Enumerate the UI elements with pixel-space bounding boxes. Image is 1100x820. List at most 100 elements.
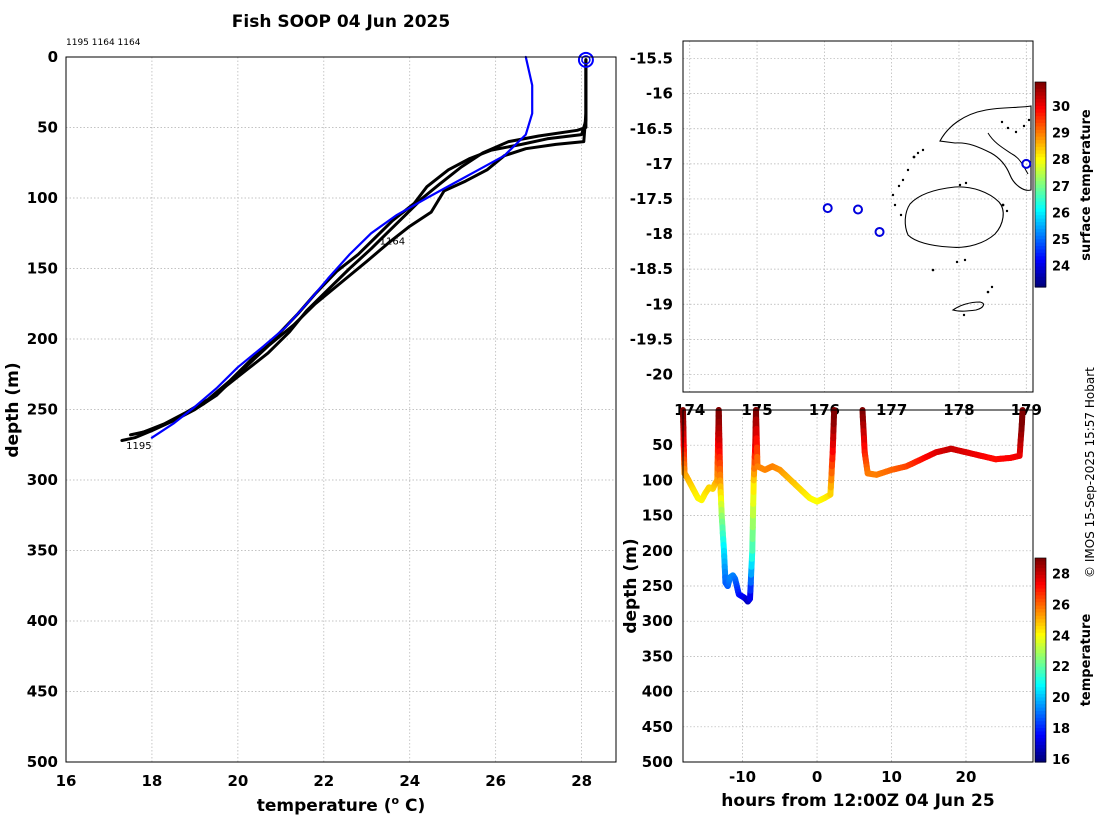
section-x-tick-label: -10 bbox=[729, 768, 756, 786]
islet bbox=[964, 181, 968, 185]
profile-x-tick-label: 24 bbox=[399, 772, 420, 790]
colorbar-tick-label: 24 bbox=[1052, 629, 1070, 644]
colorbar-segment bbox=[1035, 263, 1046, 268]
profile-x-tick-label: 16 bbox=[56, 772, 77, 790]
islet bbox=[986, 290, 990, 294]
colorbar-segment bbox=[1035, 99, 1046, 104]
colorbar-segment bbox=[1035, 276, 1046, 281]
section-y-tick-label: 300 bbox=[642, 612, 673, 630]
map-station-markers bbox=[822, 158, 1032, 237]
colorbar-tick-label: 26 bbox=[1052, 206, 1070, 221]
colorbar-segment bbox=[1035, 598, 1046, 603]
colorbar-segment bbox=[1035, 85, 1046, 90]
section-y-tick-label: 450 bbox=[642, 718, 673, 736]
colorbar-segment bbox=[1035, 592, 1046, 596]
colorbar-tick-label: 20 bbox=[1052, 691, 1070, 706]
colorbar-segment bbox=[1035, 588, 1046, 593]
section-panel: -10 0 10 20 50 100 150 200 250 300 350 400 450 500 de… bbox=[621, 407, 1094, 811]
profile-y-tick-label: 250 bbox=[27, 401, 58, 419]
temperature-colorbar-label: temperature bbox=[1079, 614, 1094, 707]
colorbar-segment bbox=[1035, 731, 1046, 736]
colorbar-segment bbox=[1035, 242, 1046, 247]
map-y-tick-label: -18.5 bbox=[630, 260, 673, 278]
map-y-tick-label: -19.5 bbox=[630, 330, 673, 348]
profile-y-tick-label: 300 bbox=[27, 471, 58, 489]
small-islands bbox=[891, 118, 1031, 317]
profile-y-tick-label: 100 bbox=[27, 189, 58, 207]
colorbar-segment bbox=[1035, 198, 1046, 203]
colorbar-segment bbox=[1035, 187, 1046, 192]
colorbar-segment bbox=[1035, 677, 1046, 681]
coastline-kadavu bbox=[951, 301, 985, 312]
colorbar-segment bbox=[1035, 164, 1046, 169]
surface-marker-inner bbox=[581, 55, 591, 65]
colorbar-segment bbox=[1035, 626, 1046, 630]
colorbar-segment bbox=[1035, 109, 1046, 114]
islet bbox=[1006, 126, 1010, 130]
xlabel-degree: o bbox=[392, 794, 400, 807]
colorbar-segment bbox=[1035, 201, 1046, 206]
colorbar-segment bbox=[1035, 680, 1046, 685]
coastline-viti-levu bbox=[904, 186, 1004, 248]
profile-plot-frame bbox=[65, 56, 617, 763]
colorbar-segment bbox=[1035, 222, 1046, 227]
profile-x-tick-label: 18 bbox=[142, 772, 163, 790]
section-y-tick-label: 400 bbox=[642, 683, 673, 701]
colorbar-segment bbox=[1035, 571, 1046, 576]
profile-y-tick-label: 50 bbox=[37, 119, 58, 137]
map-y-tick-label: -18 bbox=[646, 225, 673, 243]
colorbar-tick-label: 25 bbox=[1052, 233, 1070, 248]
section-y-tick-label: 200 bbox=[642, 542, 673, 560]
colorbar-segment bbox=[1035, 724, 1046, 729]
colorbar-segment bbox=[1035, 105, 1046, 110]
colorbar-segment bbox=[1035, 116, 1046, 121]
colorbar-segment bbox=[1035, 700, 1046, 705]
colorbar-segment bbox=[1035, 273, 1046, 278]
islet bbox=[891, 193, 895, 197]
colorbar-segment bbox=[1035, 670, 1046, 675]
profile-tick-labels: 16 18 20 22 24 26 28 0 50 100 150 200 250 300 350 400 45… bbox=[27, 48, 592, 790]
islet bbox=[962, 313, 966, 317]
colorbar-tick-label: 16 bbox=[1052, 753, 1070, 768]
colorbar-segment bbox=[1035, 656, 1046, 661]
map-y-tick-label: -16.5 bbox=[630, 120, 673, 138]
profile-x-axis-label: temperature (o C) bbox=[257, 794, 426, 816]
section-y-tick-label: 500 bbox=[642, 753, 673, 771]
islet bbox=[1005, 209, 1009, 213]
colorbar-segment bbox=[1035, 140, 1046, 145]
colorbar-segment bbox=[1035, 690, 1046, 695]
colorbar-segment bbox=[1035, 153, 1046, 158]
colorbar-frame bbox=[1034, 557, 1047, 763]
islet bbox=[963, 258, 967, 262]
colorbar-segment bbox=[1035, 663, 1046, 668]
islet bbox=[1000, 120, 1004, 124]
colorbar-segment bbox=[1035, 605, 1046, 610]
colorbar-segment bbox=[1035, 734, 1046, 739]
profile-gridlines bbox=[65, 56, 616, 763]
profile-x-tick-label: 22 bbox=[313, 772, 334, 790]
section-colored-lines bbox=[680, 407, 1026, 605]
colorbar-segment bbox=[1035, 102, 1046, 107]
colorbar-segment bbox=[1035, 595, 1046, 600]
islet bbox=[899, 213, 903, 217]
surface-temperature-colorbar: 24 25 26 27 28 29 30 bbox=[1034, 81, 1070, 288]
islet bbox=[893, 203, 897, 207]
profile-x-tick-label: 20 bbox=[227, 772, 248, 790]
colorbar-segment bbox=[1035, 170, 1046, 175]
colorbar-segment bbox=[1035, 646, 1046, 651]
islet bbox=[958, 183, 962, 187]
colorbar-segment bbox=[1035, 748, 1046, 753]
colorbar-segment bbox=[1035, 215, 1046, 220]
colorbar-segment bbox=[1035, 558, 1046, 562]
colorbar-segment bbox=[1035, 174, 1046, 179]
colorbar-segment bbox=[1035, 758, 1046, 763]
section-y-tick-label: 100 bbox=[642, 471, 673, 489]
colorbar-segment bbox=[1035, 683, 1046, 688]
colorbar-segment bbox=[1035, 177, 1046, 182]
colorbar-segment bbox=[1035, 280, 1046, 285]
islet bbox=[1001, 203, 1005, 207]
colorbar-segment bbox=[1035, 112, 1046, 117]
colorbar-segment bbox=[1035, 160, 1046, 165]
colorbar-segment bbox=[1035, 194, 1046, 199]
islet bbox=[990, 285, 994, 289]
